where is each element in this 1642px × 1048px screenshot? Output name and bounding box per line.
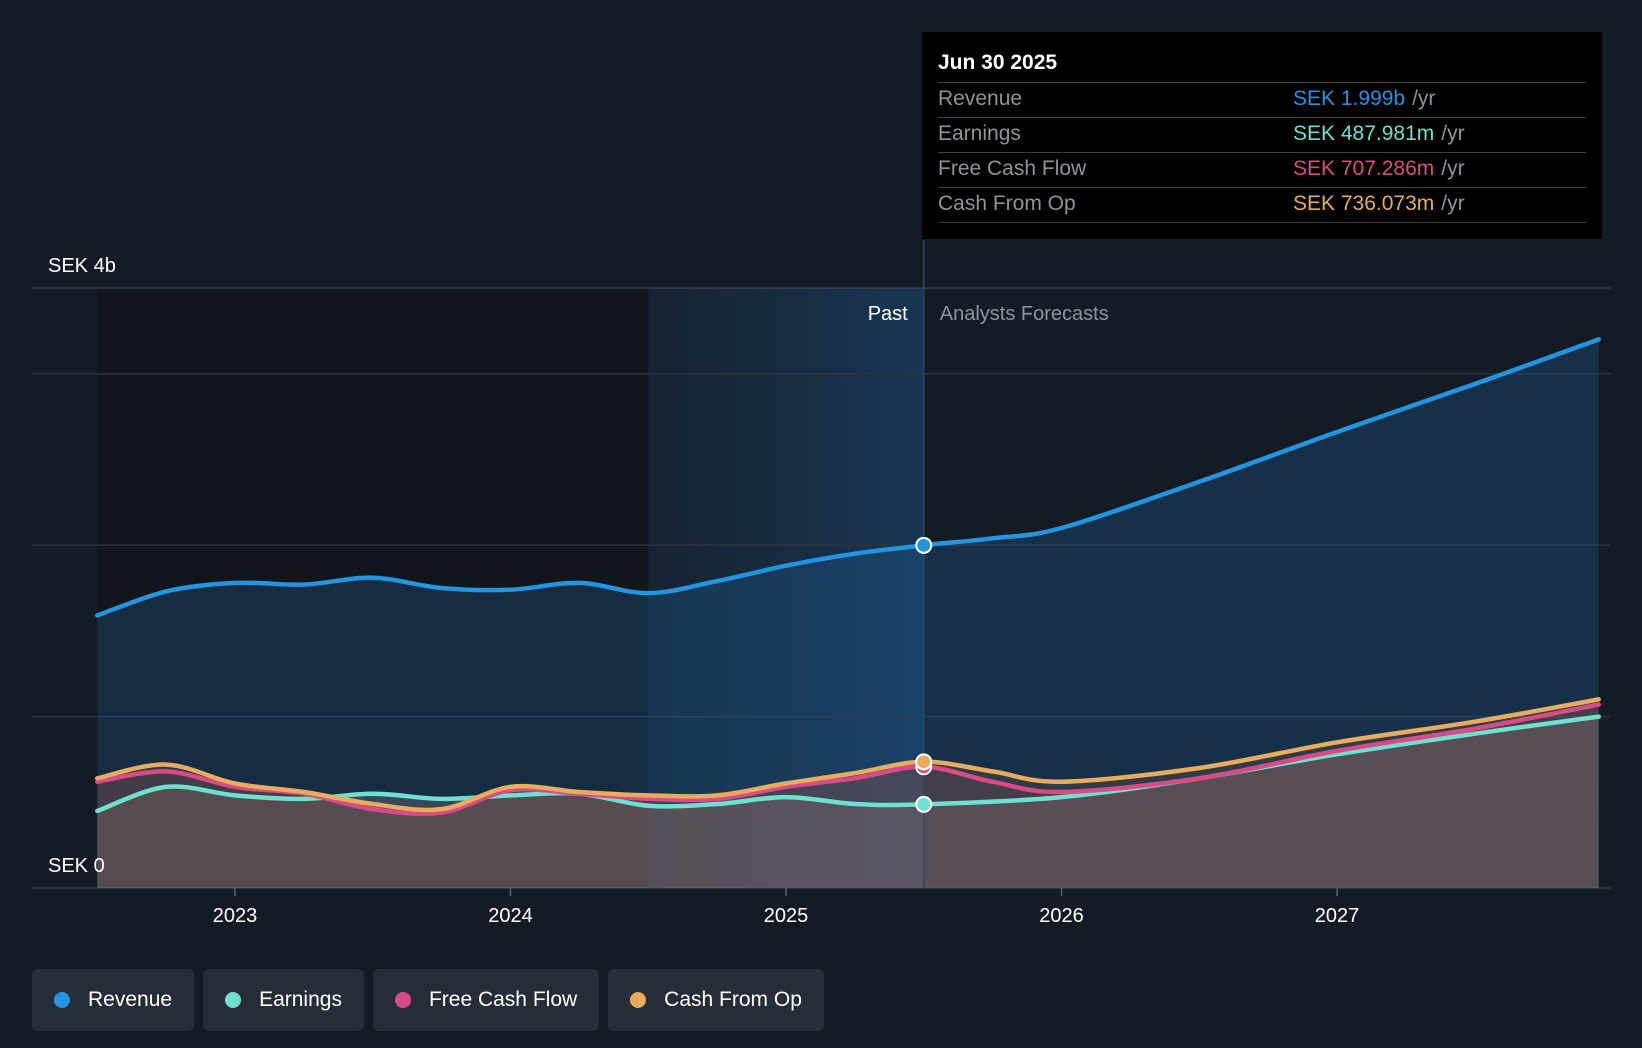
tooltip-unit: /yr (1441, 192, 1465, 215)
x-tick-label: 2026 (1039, 905, 1084, 927)
tooltip-unit: /yr (1412, 87, 1436, 110)
cash-from-op-dot-icon (630, 992, 647, 1008)
tooltip-value: SEK 487.981m (1293, 122, 1435, 145)
legend-item-free-cash-flow[interactable]: Free Cash Flow (372, 969, 600, 1031)
tooltip-value: SEK 1.999b (1293, 87, 1406, 110)
tooltip-unit: /yr (1441, 157, 1465, 180)
cash-from-op-marker (915, 753, 933, 771)
legend-item-revenue[interactable]: Revenue (32, 969, 195, 1031)
tooltip-value: SEK 707.286m (1293, 157, 1435, 180)
revenue-line (95, 337, 1601, 618)
tooltip-value: SEK 736.073m (1293, 192, 1435, 215)
free-cash-flow-area (97, 704, 1599, 888)
x-tick-label: 2023 (213, 905, 258, 927)
tooltip-label: Revenue (938, 87, 1023, 110)
tooltip-row-earnings: Earnings SEK 487.981m /yr (938, 118, 1586, 153)
legend-label: Revenue (88, 988, 173, 1011)
cash-from-op-area (97, 699, 1599, 888)
past-label: Past (868, 303, 908, 325)
legend-item-earnings[interactable]: Earnings (203, 969, 364, 1031)
earnings-marker (915, 795, 933, 813)
cash-from-op-line (95, 697, 1601, 813)
revenue-marker (915, 536, 933, 554)
legend-label: Free Cash Flow (428, 988, 578, 1011)
tooltip: Jun 30 2025 Revenue SEK 1.999b /yr Earni… (922, 32, 1602, 239)
x-tick-label: 2024 (488, 905, 533, 927)
tooltip-row-revenue: Revenue SEK 1.999b /yr (938, 83, 1586, 118)
y-axis-bottom-label: SEK 0 (48, 855, 105, 877)
earnings-dot-icon (225, 992, 242, 1008)
earnings-area (97, 716, 1599, 888)
free-cash-flow-dot-icon (394, 992, 411, 1008)
legend: Revenue Earnings Free Cash Flow Cash Fro… (32, 969, 824, 1031)
x-tick-label: 2027 (1315, 905, 1360, 927)
x-tick-label: 2025 (764, 905, 809, 927)
legend-label: Earnings (259, 988, 342, 1011)
tooltip-label: Free Cash Flow (938, 157, 1087, 180)
tooltip-unit: /yr (1441, 122, 1465, 145)
tooltip-row-cash-from-op: Cash From Op SEK 736.073m /yr (938, 188, 1586, 223)
tooltip-label: Earnings (938, 122, 1021, 145)
legend-label: Cash From Op (664, 988, 802, 1011)
revenue-dot-icon (54, 992, 70, 1008)
legend-item-cash-from-op[interactable]: Cash From Op (608, 969, 824, 1031)
tooltip-date: Jun 30 2025 (938, 48, 1586, 83)
revenue-area (97, 339, 1599, 888)
tooltip-row-free-cash-flow: Free Cash Flow SEK 707.286m /yr (938, 153, 1586, 188)
tooltip-label: Cash From Op (938, 192, 1076, 215)
analysts-forecasts-label: Analysts Forecasts (940, 303, 1109, 325)
y-axis-top-label: SEK 4b (48, 255, 116, 277)
